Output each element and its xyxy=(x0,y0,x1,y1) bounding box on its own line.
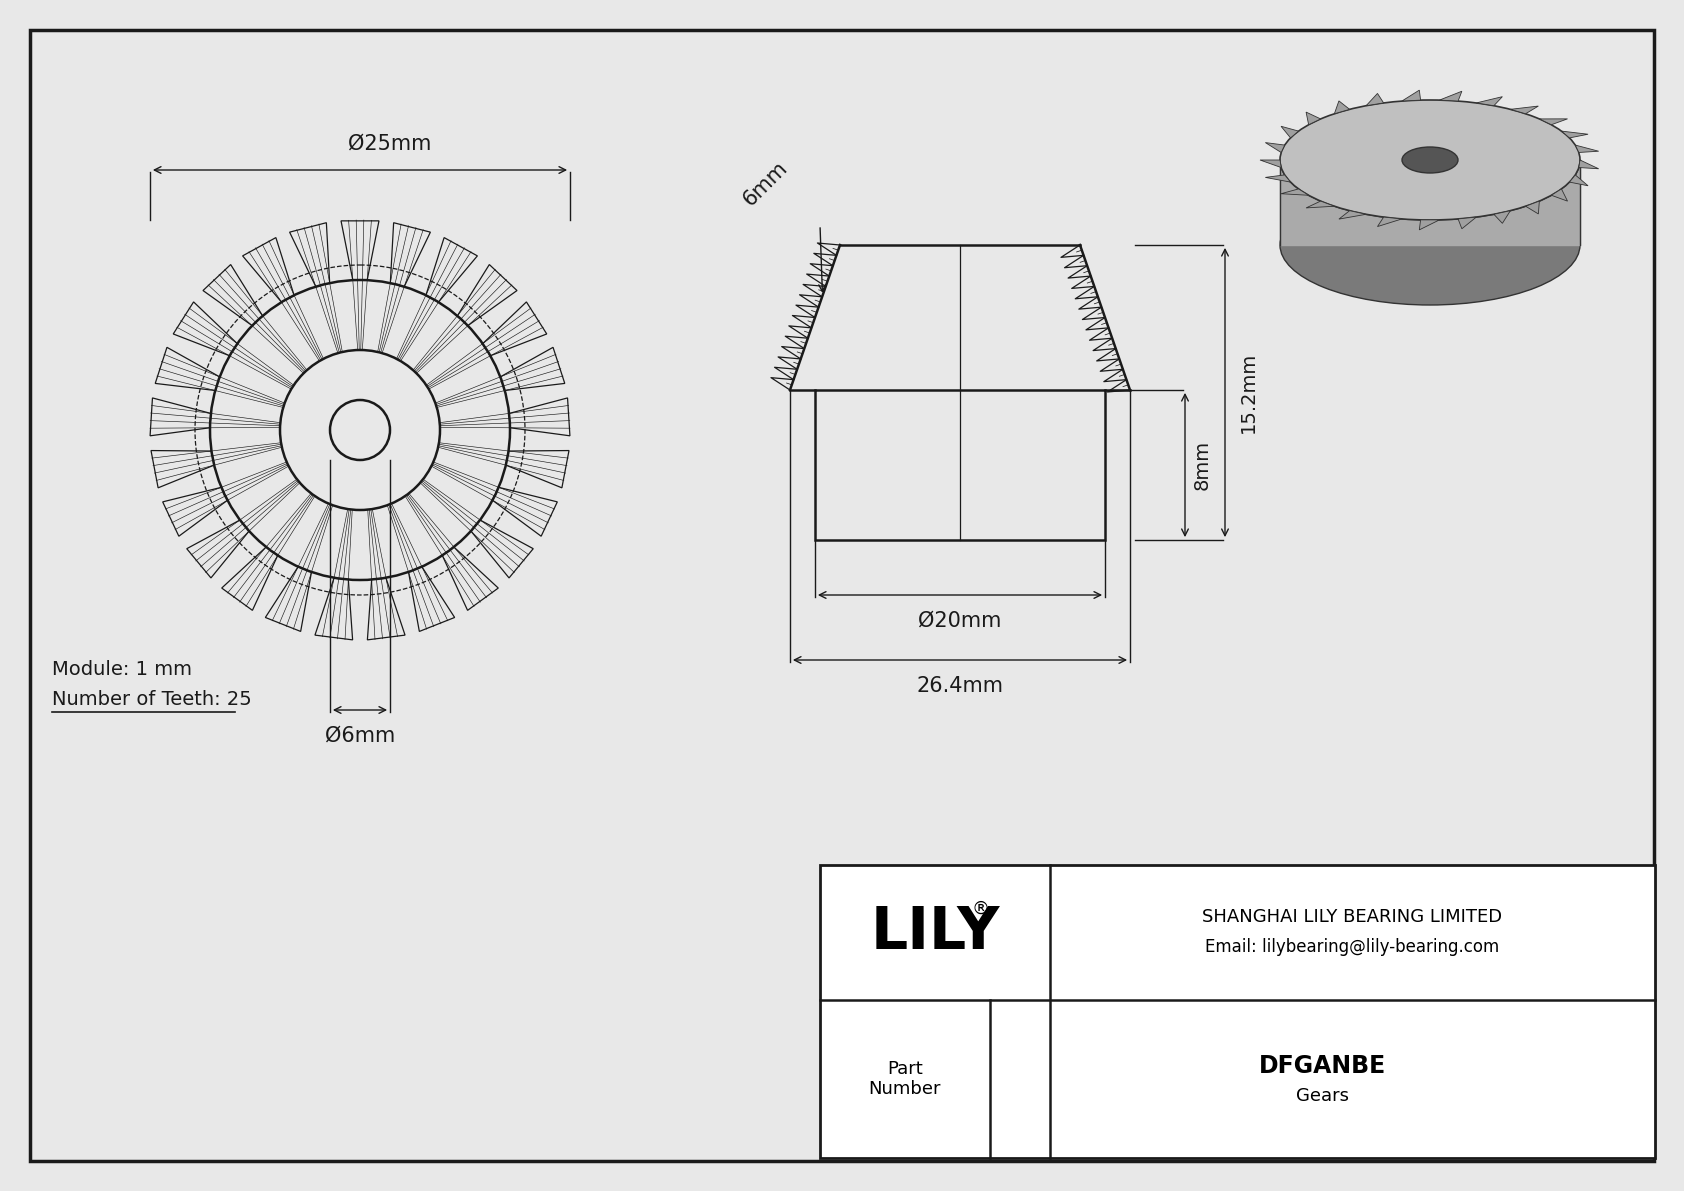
Text: LILY: LILY xyxy=(871,904,1000,961)
Polygon shape xyxy=(1551,189,1568,201)
Polygon shape xyxy=(1401,91,1421,101)
Polygon shape xyxy=(1440,92,1462,101)
Text: Module: 1 mm: Module: 1 mm xyxy=(52,660,192,679)
Text: Email: lilybearing@lily-bearing.com: Email: lilybearing@lily-bearing.com xyxy=(1206,937,1500,955)
Polygon shape xyxy=(1420,220,1440,230)
Polygon shape xyxy=(1366,93,1384,106)
Ellipse shape xyxy=(1280,100,1580,220)
Text: 8mm: 8mm xyxy=(1192,439,1212,490)
Text: Ø25mm: Ø25mm xyxy=(349,135,431,154)
Bar xyxy=(820,865,1655,1158)
Polygon shape xyxy=(1511,106,1539,114)
Text: DFGANBE: DFGANBE xyxy=(1260,1054,1386,1078)
Polygon shape xyxy=(1575,145,1598,152)
Polygon shape xyxy=(1569,175,1588,186)
Polygon shape xyxy=(1339,211,1366,219)
Polygon shape xyxy=(1378,217,1401,226)
Text: Ø6mm: Ø6mm xyxy=(325,727,396,746)
Polygon shape xyxy=(1494,211,1511,224)
Polygon shape xyxy=(1526,201,1539,214)
Ellipse shape xyxy=(1403,146,1458,173)
Text: 15.2mm: 15.2mm xyxy=(1239,351,1258,434)
Text: Part
Number: Part Number xyxy=(869,1060,941,1098)
Text: 26.4mm: 26.4mm xyxy=(916,676,1004,696)
Text: 6mm: 6mm xyxy=(739,157,791,210)
Polygon shape xyxy=(1265,175,1290,182)
Polygon shape xyxy=(1561,131,1588,138)
Ellipse shape xyxy=(1280,185,1580,305)
Polygon shape xyxy=(1307,201,1334,208)
Polygon shape xyxy=(1580,160,1598,169)
Polygon shape xyxy=(1539,119,1568,125)
Polygon shape xyxy=(1282,189,1308,195)
Text: Gears: Gears xyxy=(1297,1087,1349,1105)
Polygon shape xyxy=(1280,160,1580,245)
Text: SHANGHAI LILY BEARING LIMITED: SHANGHAI LILY BEARING LIMITED xyxy=(1202,908,1502,925)
Polygon shape xyxy=(1458,217,1477,229)
Polygon shape xyxy=(1265,143,1285,152)
Bar xyxy=(815,389,1105,540)
Polygon shape xyxy=(1477,96,1502,106)
Text: Number of Teeth: 25: Number of Teeth: 25 xyxy=(52,690,251,709)
Text: Ø20mm: Ø20mm xyxy=(918,611,1002,631)
Polygon shape xyxy=(1307,112,1320,125)
Polygon shape xyxy=(1260,160,1282,168)
Polygon shape xyxy=(1282,126,1298,138)
Text: ®: ® xyxy=(972,899,990,917)
Polygon shape xyxy=(1334,101,1349,114)
